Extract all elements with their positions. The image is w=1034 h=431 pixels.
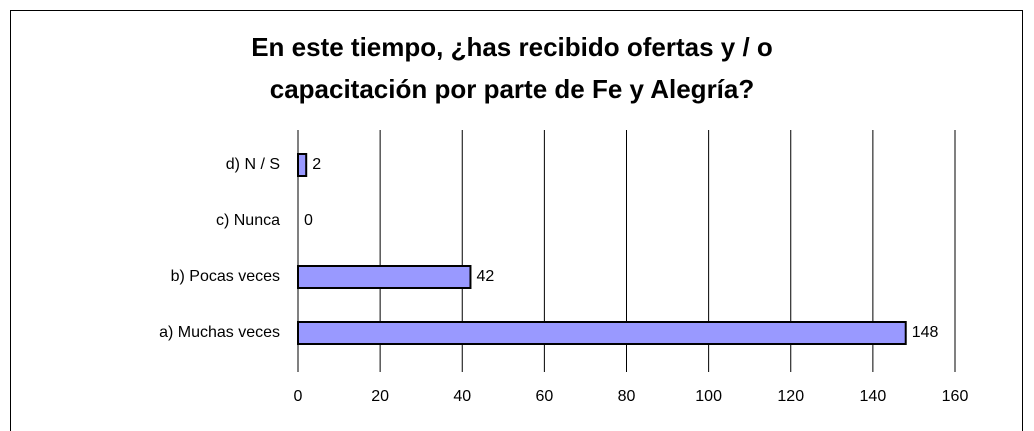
x-tick-label: 60 (535, 388, 553, 405)
y-tick-label: d) N / S (226, 156, 280, 173)
y-tick-label: c) Nunca (216, 212, 280, 229)
y-tick-label: a) Muchas veces (159, 324, 280, 341)
data-label: 2 (312, 156, 321, 173)
bar (297, 265, 472, 289)
chart-title: En este tiempo, ¿has recibido ofertas y … (251, 32, 773, 62)
bar (297, 153, 308, 177)
x-tick-label: 140 (860, 388, 887, 405)
data-label: 148 (912, 324, 939, 341)
x-tick-label: 0 (294, 388, 303, 405)
x-tick-label: 40 (453, 388, 471, 405)
chart-title: capacitación por parte de Fe y Alegría? (270, 74, 755, 104)
x-tick-label: 100 (695, 388, 722, 405)
y-tick-label: b) Pocas veces (171, 268, 280, 285)
data-label: 42 (476, 268, 494, 285)
data-label: 0 (304, 212, 313, 229)
x-tick-label: 20 (371, 388, 389, 405)
x-tick-label: 160 (942, 388, 969, 405)
bar (297, 321, 907, 345)
chart-frame (10, 10, 1023, 431)
x-tick-label: 120 (777, 388, 804, 405)
x-tick-label: 80 (618, 388, 636, 405)
